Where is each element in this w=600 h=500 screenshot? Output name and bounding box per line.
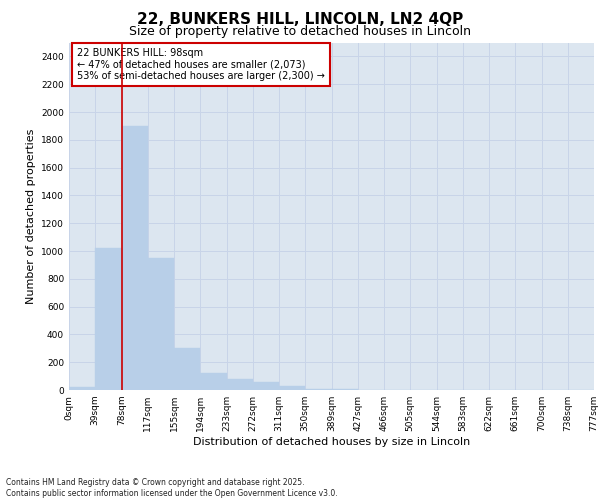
Bar [305, 388, 331, 390]
Bar [95, 248, 121, 390]
Y-axis label: Number of detached properties: Number of detached properties [26, 128, 35, 304]
Bar [174, 348, 200, 390]
Bar [279, 386, 305, 390]
Text: 22 BUNKERS HILL: 98sqm
← 47% of detached houses are smaller (2,073)
53% of semi-: 22 BUNKERS HILL: 98sqm ← 47% of detached… [77, 48, 325, 81]
Text: Size of property relative to detached houses in Lincoln: Size of property relative to detached ho… [129, 25, 471, 38]
Bar [121, 126, 148, 390]
Bar [200, 374, 227, 390]
X-axis label: Distribution of detached houses by size in Lincoln: Distribution of detached houses by size … [193, 437, 470, 447]
Bar [148, 258, 174, 390]
Bar [227, 379, 253, 390]
Text: 22, BUNKERS HILL, LINCOLN, LN2 4QP: 22, BUNKERS HILL, LINCOLN, LN2 4QP [137, 12, 463, 28]
Bar [253, 382, 279, 390]
Text: Contains HM Land Registry data © Crown copyright and database right 2025.
Contai: Contains HM Land Registry data © Crown c… [6, 478, 338, 498]
Bar [69, 387, 95, 390]
